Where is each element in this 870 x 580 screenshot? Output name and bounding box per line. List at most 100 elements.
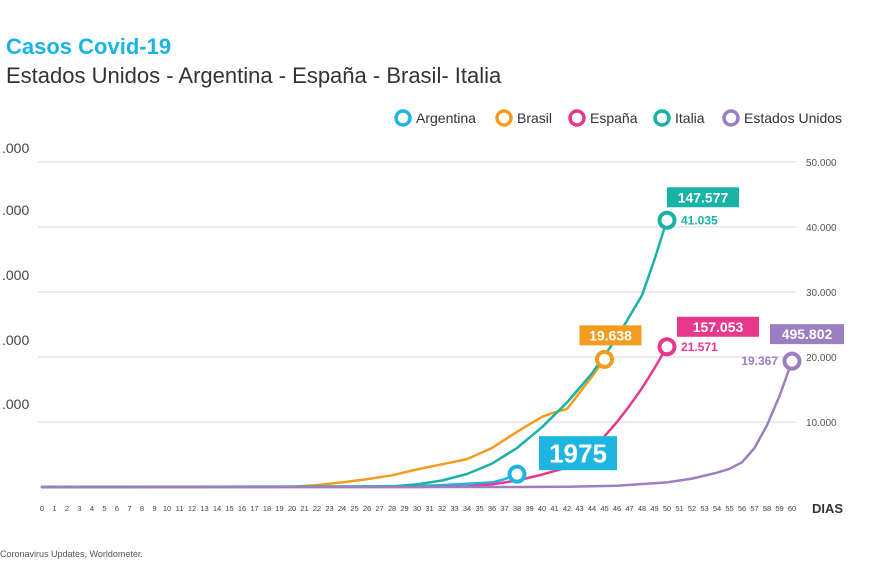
end-value-box-estados-unidos — [770, 324, 844, 345]
end-value-brasil: 19.638 — [589, 327, 632, 343]
x-tick-label: 9 — [152, 504, 156, 513]
left-tick-label: .000 — [2, 396, 29, 412]
end-marker-españa — [657, 337, 677, 357]
x-tick-label: 40 — [538, 504, 546, 513]
x-tick-label: 4 — [90, 504, 94, 513]
x-tick-label: 34 — [463, 504, 471, 513]
right-axis: 50.000 40.000 30.000 20.000 10.000 — [806, 158, 837, 429]
x-tick-label: 25 — [350, 504, 358, 513]
x-tick-label: 38 — [513, 504, 521, 513]
x-tick-label: 2 — [65, 504, 69, 513]
x-tick-label: 43 — [575, 504, 583, 513]
x-tick-label: 14 — [213, 504, 221, 513]
x-tick-label: 26 — [363, 504, 371, 513]
x-axis: 0 1 2 3 4 5 6 7 8 9 10 11 12 13 14 15 16 17 18 19 20 21 22 23 24… — [40, 501, 843, 516]
x-axis-label: DIAS — [812, 501, 843, 516]
legend-label: Italia — [675, 110, 705, 126]
series-line-brasil — [40, 358, 606, 489]
x-tick-label: 10 — [163, 504, 171, 513]
left-tick-label: .000 — [2, 267, 29, 283]
end-value-box-italia — [667, 187, 739, 208]
x-tick-label: 8 — [140, 504, 144, 513]
x-tick-label: 57 — [750, 504, 758, 513]
x-tick-label: 3 — [77, 504, 81, 513]
end-value-box-argentina — [539, 436, 617, 471]
x-tick-label: 7 — [127, 504, 131, 513]
right-tick-label: 20.000 — [806, 353, 837, 364]
right-tick-label: 30.000 — [806, 288, 837, 299]
left-tick-label: .000 — [2, 202, 29, 218]
x-tick-label: 46 — [613, 504, 621, 513]
x-tick-label: 29 — [400, 504, 408, 513]
legend-label: Estados Unidos — [744, 110, 842, 126]
x-tick-label: 59 — [775, 504, 783, 513]
chart-subtitle: Estados Unidos - Argentina - España - Br… — [6, 63, 502, 88]
legend-item-españa: España — [568, 109, 638, 127]
x-tick-label: 49 — [650, 504, 658, 513]
series-layer — [40, 219, 794, 489]
x-tick-label: 58 — [763, 504, 771, 513]
x-tick-label: 53 — [700, 504, 708, 513]
end-marker-argentina — [507, 464, 527, 484]
right-tick-label: 40.000 — [806, 223, 837, 234]
legend-item-italia: Italia — [653, 109, 705, 127]
x-tick-label: 16 — [238, 504, 246, 513]
legend-label: España — [590, 110, 638, 126]
x-tick-label: 6 — [115, 504, 119, 513]
series-line-estados-unidos — [40, 359, 794, 489]
series-line-italia — [40, 219, 669, 489]
x-tick-label: 32 — [438, 504, 446, 513]
legend: Argentina Brasil España Italia Estados Unido… — [394, 109, 842, 127]
x-tick-label: 50 — [663, 504, 671, 513]
end-value-box-brasil — [579, 325, 642, 346]
x-tick-label: 36 — [488, 504, 496, 513]
left-tick-label: .000 — [2, 332, 29, 348]
source-note: Coronavirus Updates, Worldometer. — [0, 549, 143, 559]
legend-label: Brasil — [517, 110, 552, 126]
x-tick-label: 41 — [550, 504, 558, 513]
end-value-españa: 157.053 — [693, 319, 744, 335]
x-tick-label: 48 — [638, 504, 646, 513]
end-value-estados-unidos: 495.802 — [782, 326, 833, 342]
legend-label: Argentina — [416, 110, 476, 126]
x-tick-label: 13 — [200, 504, 208, 513]
end-marker-brasil — [595, 349, 614, 369]
x-tick-label: 5 — [102, 504, 106, 513]
legend-marker — [495, 109, 513, 127]
x-tick-label: 1 — [52, 504, 56, 513]
right-tick-label: 50.000 — [806, 158, 837, 169]
chart-title: Casos Covid-19 — [6, 34, 172, 59]
x-tick-label: 37 — [500, 504, 508, 513]
end-label-estados-unidos: 19.367 — [741, 354, 778, 368]
right-tick-label: 10.000 — [806, 418, 837, 429]
end-label-españa: 21.571 — [681, 340, 718, 354]
end-value-box-españa — [677, 316, 759, 337]
x-tick-label: 31 — [425, 504, 433, 513]
x-tick-label: 30 — [413, 504, 421, 513]
x-tick-label: 54 — [713, 504, 721, 513]
end-label-italia: 41.035 — [681, 213, 718, 227]
end-marker-estados-unidos — [782, 351, 802, 371]
end-value-argentina: 1975 — [549, 439, 607, 469]
x-tick-label: 51 — [675, 504, 683, 513]
x-tick-label: 60 — [788, 504, 796, 513]
x-tick-label: 47 — [625, 504, 633, 513]
x-tick-label: 28 — [388, 504, 396, 513]
legend-marker — [568, 109, 586, 127]
x-tick-label: 56 — [738, 504, 746, 513]
x-tick-label: 20 — [288, 504, 296, 513]
x-tick-label: 33 — [450, 504, 458, 513]
left-axis: .000 .000 .000 .000 .000 — [2, 140, 29, 412]
legend-item-brasil: Brasil — [495, 109, 552, 127]
end-marker-italia — [657, 210, 677, 230]
legend-marker — [722, 109, 740, 127]
legend-marker — [653, 109, 671, 127]
x-tick-label: 42 — [563, 504, 571, 513]
end-markers: 1975 19.638 157.053 21.571 147.577 41.035 495.… — [507, 187, 844, 484]
x-tick-label: 45 — [600, 504, 608, 513]
x-tick-label: 23 — [325, 504, 333, 513]
legend-marker — [394, 109, 412, 127]
legend-item-estados-unidos: Estados Unidos — [722, 109, 842, 127]
end-value-italia: 147.577 — [678, 189, 729, 205]
